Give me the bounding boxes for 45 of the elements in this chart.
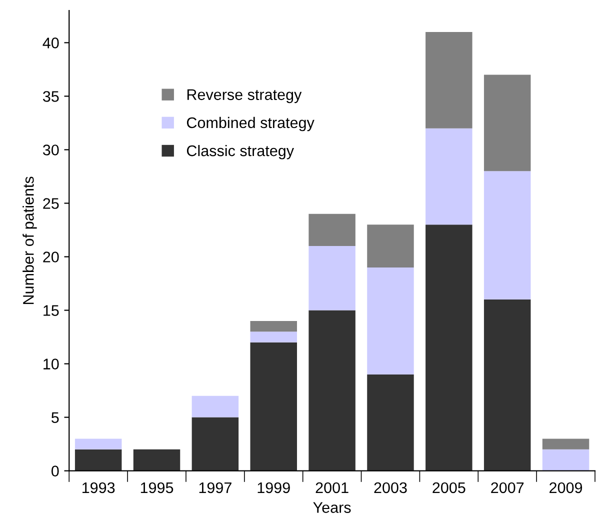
bar <box>484 300 531 471</box>
bar <box>74 449 122 471</box>
x-tick-label: 1993 <box>82 482 115 494</box>
bar <box>426 32 472 128</box>
y-tick-label: 35 <box>42 91 59 102</box>
bar <box>542 438 590 450</box>
bar <box>484 74 531 172</box>
x-tick-label: 2009 <box>550 482 582 494</box>
x-tick-label: 2007 <box>491 482 524 494</box>
legend-label: Combined strategy <box>186 116 314 132</box>
legend-label: Classic strategy <box>186 144 294 160</box>
y-tick-label: 15 <box>44 305 59 316</box>
y-tick-label: 20 <box>43 252 59 262</box>
y-tick-label: 30 <box>42 144 59 156</box>
y-tick-label: 10 <box>44 358 59 370</box>
x-tick-label: 2003 <box>374 482 407 494</box>
legend-label: Reverse strategy <box>187 89 302 104</box>
x-tick-label: 1997 <box>199 482 232 494</box>
bar <box>250 332 297 342</box>
bar <box>367 224 414 268</box>
y-tick-label: 5 <box>52 412 59 423</box>
y-tick-label: 0 <box>51 466 59 476</box>
bar <box>133 449 180 471</box>
x-axis-title: Years <box>313 502 351 513</box>
x-tick-label: 1999 <box>258 482 290 494</box>
bar <box>308 214 356 246</box>
bar <box>367 374 414 471</box>
y-axis-title: Number of patients <box>22 176 37 304</box>
bar <box>192 396 239 418</box>
x-tick-label: 2001 <box>316 482 348 494</box>
bar <box>250 320 297 332</box>
bar <box>308 246 356 310</box>
bar <box>542 449 590 471</box>
x-tick-label: 1995 <box>140 482 174 494</box>
bar <box>192 417 239 471</box>
bar <box>426 128 472 225</box>
y-tick-label: 40 <box>42 38 59 48</box>
bar <box>426 224 472 471</box>
bar <box>74 438 122 450</box>
x-tick-label: 2005 <box>432 482 466 494</box>
bar <box>250 342 297 471</box>
bar <box>367 267 414 374</box>
bar <box>308 310 356 471</box>
y-tick-label: 25 <box>43 198 59 209</box>
bar <box>484 171 531 300</box>
